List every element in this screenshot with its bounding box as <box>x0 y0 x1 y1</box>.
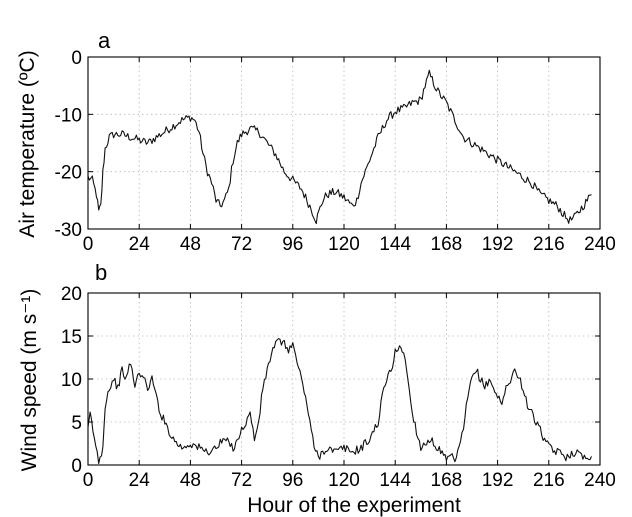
panel-a-grid <box>88 57 600 229</box>
panel-b-xtick-label: 96 <box>282 470 303 491</box>
panel-b-ytick-label: 15 <box>61 327 82 348</box>
panel-a-xtick-label: 24 <box>129 234 151 255</box>
panel-b-xtick-label: 192 <box>482 470 514 491</box>
panel-b-xtick-label: 0 <box>83 470 94 491</box>
panel-b-ytick-label: 20 <box>61 284 82 305</box>
panel-a-xtick-label: 48 <box>180 234 201 255</box>
panel-b-xtick-label: 120 <box>328 470 360 491</box>
panel-a-xtick-label: 72 <box>231 234 252 255</box>
panel-b-ticks: 0 24 48 72 96 120 144 168 192 216 240 20 15 10 5 0 <box>61 284 616 491</box>
panel-b-xtick-label: 72 <box>231 470 252 491</box>
panel-a-ticks: 0 24 48 72 96 120 144 168 192 216 240 0 -10 -20 -30 <box>55 48 616 255</box>
panel-b-xtick-label: 216 <box>533 470 565 491</box>
panel-a-xtick-label: 192 <box>482 234 514 255</box>
panel-a-ytick-label: -30 <box>55 220 82 241</box>
panel-b-ytick-label: 5 <box>71 413 82 434</box>
panel-b-ytick-label: 10 <box>61 370 82 391</box>
panel-b-xtick-label: 168 <box>431 470 463 491</box>
panel-a-frame <box>87 56 601 230</box>
panel-b-frame <box>87 292 601 466</box>
panel-b-xtick-label: 144 <box>379 470 411 491</box>
panel-a-y-axis-label: Air temperature (ºC) <box>16 50 39 237</box>
panel-a-xtick-label: 168 <box>431 234 463 255</box>
panel-b-wind-series <box>87 338 592 465</box>
panel-a-xtick-label: 216 <box>533 234 565 255</box>
panel-b-xtick-label: 24 <box>129 470 151 491</box>
panel-b-y-axis-label: Wind speed (m s⁻¹) <box>18 289 41 472</box>
panel-b-ytick-label: 0 <box>71 456 82 477</box>
panel-a-ytick-label: 0 <box>71 48 82 69</box>
panel-a-xtick-label: 144 <box>379 234 411 255</box>
panel-b-wind-speed: b Wind speed (m s⁻¹) 0 24 48 72 96 120 144 168 1… <box>18 260 616 517</box>
panel-a-ytick-label: -10 <box>55 105 82 126</box>
panel-a-xtick-label: 96 <box>282 234 303 255</box>
panel-a-ytick-label: -20 <box>55 163 82 184</box>
x-axis-label: Hour of the experiment <box>247 494 461 517</box>
panel-a-xtick-label: 240 <box>584 234 616 255</box>
panel-b-grid <box>88 293 600 465</box>
panel-a-temperature-series <box>87 69 592 225</box>
panel-a-air-temperature: a Air temperature (ºC) 0 24 48 72 96 120 144 16… <box>16 28 616 255</box>
panel-a-letter: a <box>98 28 111 53</box>
panel-b-xtick-label: 240 <box>584 470 616 491</box>
panel-a-xtick-label: 120 <box>328 234 360 255</box>
panel-b-letter: b <box>95 260 107 285</box>
panel-b-xtick-label: 48 <box>180 470 201 491</box>
panel-a-xtick-label: 0 <box>83 234 94 255</box>
